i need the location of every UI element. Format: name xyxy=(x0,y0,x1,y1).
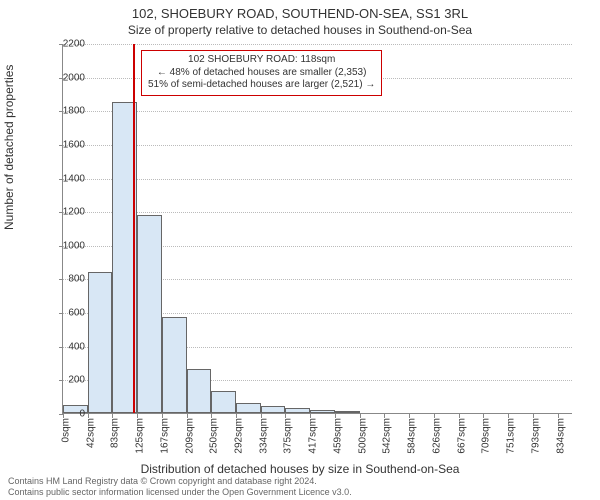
histogram-bar xyxy=(261,406,285,413)
histogram-bar xyxy=(285,408,310,413)
x-tick-label: 250sqm xyxy=(209,418,220,454)
chart-area: 0sqm42sqm83sqm125sqm167sqm209sqm250sqm29… xyxy=(62,44,572,414)
x-tick-label: 125sqm xyxy=(135,418,146,454)
histogram-bar xyxy=(187,369,211,413)
annotation-box: 102 SHOEBURY ROAD: 118sqm← 48% of detach… xyxy=(141,50,382,96)
y-tick-label: 0 xyxy=(45,409,85,420)
grid-line-h xyxy=(63,212,572,213)
y-tick-label: 400 xyxy=(45,341,85,352)
y-tick-label: 1800 xyxy=(45,106,85,117)
y-tick-label: 1400 xyxy=(45,173,85,184)
grid-line-h xyxy=(63,111,572,112)
y-tick-label: 600 xyxy=(45,308,85,319)
annotation-line: ← 48% of detached houses are smaller (2,… xyxy=(148,67,375,80)
x-tick-label: 0sqm xyxy=(61,418,72,442)
x-tick-label: 626sqm xyxy=(432,418,443,454)
x-tick-label: 375sqm xyxy=(283,418,294,454)
x-axis-title: Distribution of detached houses by size … xyxy=(0,462,600,476)
chart-title-main: 102, SHOEBURY ROAD, SOUTHEND-ON-SEA, SS1… xyxy=(0,6,600,21)
y-tick-label: 800 xyxy=(45,274,85,285)
y-tick-label: 1000 xyxy=(45,240,85,251)
footer-line-1: Contains HM Land Registry data © Crown c… xyxy=(8,476,592,487)
x-tick-label: 459sqm xyxy=(333,418,344,454)
x-tick-label: 584sqm xyxy=(407,418,418,454)
x-tick-label: 334sqm xyxy=(259,418,270,454)
histogram-bar xyxy=(88,272,112,413)
annotation-line: 102 SHOEBURY ROAD: 118sqm xyxy=(148,54,375,67)
chart-title-sub: Size of property relative to detached ho… xyxy=(0,23,600,37)
histogram-bar xyxy=(162,317,187,413)
y-axis-title: Number of detached properties xyxy=(2,65,16,230)
x-tick-label: 500sqm xyxy=(357,418,368,454)
x-tick-label: 42sqm xyxy=(85,418,96,448)
x-tick-label: 751sqm xyxy=(506,418,517,454)
y-tick-label: 200 xyxy=(45,375,85,386)
y-tick-label: 1600 xyxy=(45,139,85,150)
x-tick-label: 83sqm xyxy=(110,418,121,448)
grid-line-h xyxy=(63,44,572,45)
x-tick-label: 667sqm xyxy=(456,418,467,454)
y-tick-label: 2200 xyxy=(45,39,85,50)
plot-region: 0sqm42sqm83sqm125sqm167sqm209sqm250sqm29… xyxy=(62,44,572,414)
footer-attribution: Contains HM Land Registry data © Crown c… xyxy=(8,476,592,498)
x-tick-label: 542sqm xyxy=(382,418,393,454)
y-tick-label: 2000 xyxy=(45,72,85,83)
x-tick-label: 709sqm xyxy=(481,418,492,454)
footer-line-2: Contains public sector information licen… xyxy=(8,487,592,498)
x-tick-label: 834sqm xyxy=(555,418,566,454)
x-tick-label: 417sqm xyxy=(308,418,319,454)
reference-line xyxy=(133,44,135,413)
annotation-line: 51% of semi-detached houses are larger (… xyxy=(148,79,375,92)
histogram-bar xyxy=(137,215,162,413)
x-tick-label: 209sqm xyxy=(184,418,195,454)
histogram-bar xyxy=(335,411,359,413)
y-tick-label: 1200 xyxy=(45,207,85,218)
histogram-bar xyxy=(211,391,236,413)
x-tick-label: 167sqm xyxy=(160,418,171,454)
grid-line-h xyxy=(63,179,572,180)
grid-line-h xyxy=(63,145,572,146)
title-block: 102, SHOEBURY ROAD, SOUTHEND-ON-SEA, SS1… xyxy=(0,0,600,37)
x-tick-label: 793sqm xyxy=(531,418,542,454)
histogram-bar xyxy=(310,410,335,413)
histogram-bar xyxy=(236,403,261,413)
x-tick-label: 292sqm xyxy=(234,418,245,454)
